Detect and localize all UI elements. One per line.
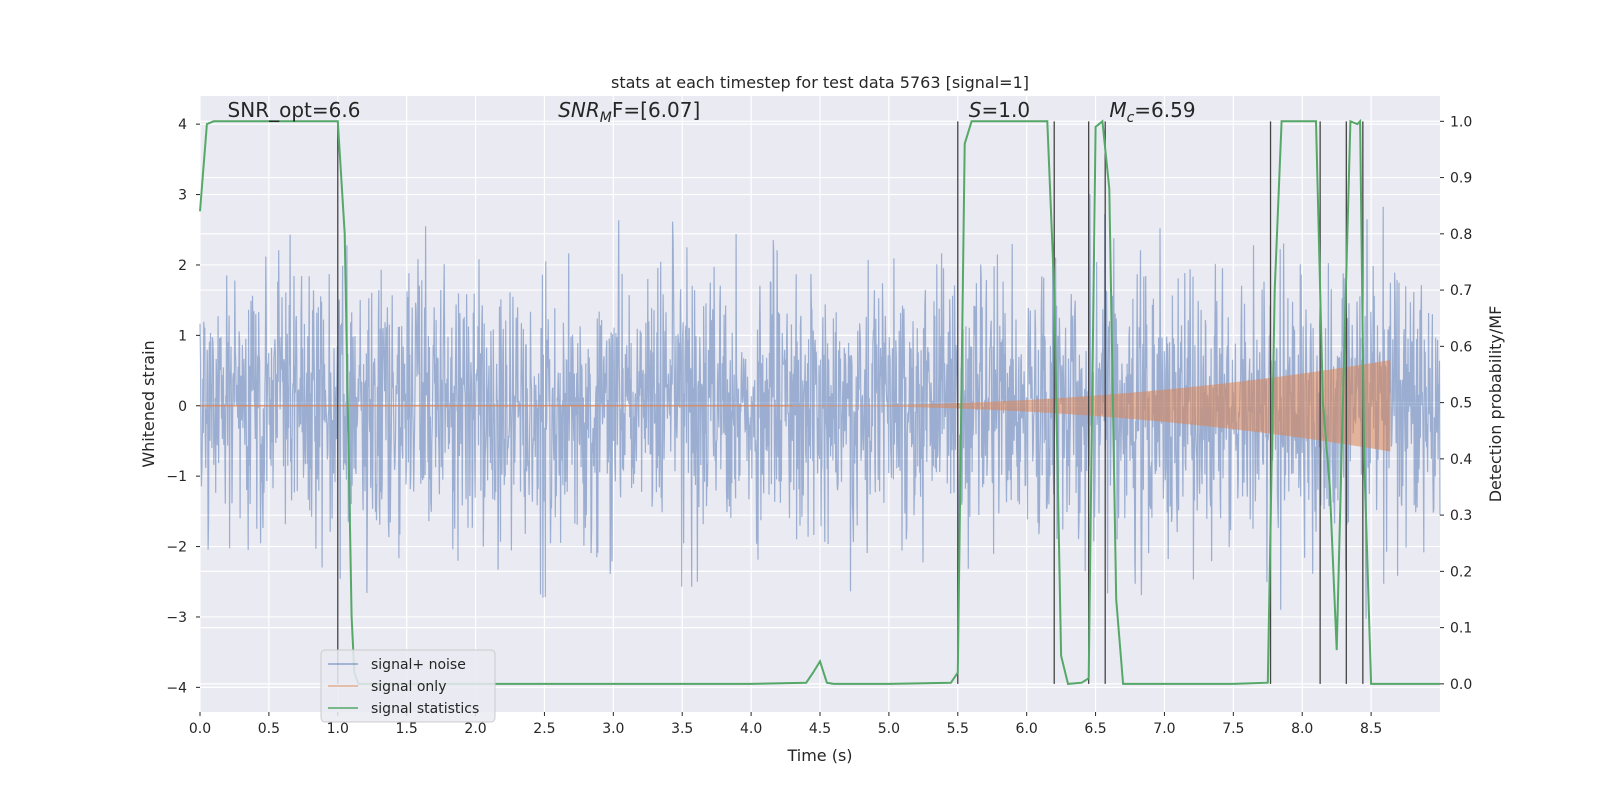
right-y-axis-label: Detection probability/MF	[1486, 306, 1505, 503]
x-tick-label: 4.0	[740, 721, 762, 737]
x-tick-label: 3.0	[602, 721, 624, 737]
left-y-tick-label: −2	[166, 540, 187, 556]
left-y-tick-label: 3	[178, 188, 187, 204]
right-y-tick-label: 0.9	[1450, 171, 1472, 187]
signal-statistics-series	[199, 118, 1440, 685]
left-y-tick-label: 1	[178, 328, 187, 344]
legend-box	[320, 649, 496, 723]
left-y-tick-label: −4	[166, 680, 187, 696]
left-y-tick-label: −1	[166, 469, 187, 485]
x-axis-label: Time (s)	[786, 746, 852, 765]
x-tick-label: 6.0	[1016, 721, 1038, 737]
annotation-text: SNRMF=[6.07]	[558, 98, 700, 126]
right-y-tick-label: 0.6	[1450, 339, 1472, 355]
left-y-tick-label: 0	[178, 399, 187, 415]
annotation-text: Mc=6.59	[1109, 98, 1195, 126]
x-tick-label: 5.5	[947, 721, 969, 737]
left-y-axis-ticks: −4 −3 −2 −1 0 1 2 3 4	[166, 117, 200, 696]
x-tick-label: 1.0	[327, 721, 349, 737]
x-tick-label: 2.0	[464, 721, 486, 737]
signal-statistics-line	[199, 118, 1440, 685]
vertical-marker-lines	[337, 121, 1364, 684]
left-y-tick-label: 4	[178, 117, 187, 133]
annotation-text: SNR_opt=6.6	[228, 98, 361, 122]
right-y-tick-label: 0.8	[1450, 227, 1472, 243]
right-y-tick-label: 0.0	[1450, 677, 1472, 693]
right-y-tick-label: 0.3	[1450, 508, 1472, 524]
right-y-tick-label: 0.1	[1450, 621, 1472, 637]
x-tick-label: 4.5	[809, 721, 831, 737]
x-tick-label: 5.0	[878, 721, 900, 737]
left-y-tick-label: 2	[178, 258, 187, 274]
right-y-axis-ticks: 0.0 0.1 0.2 0.3 0.4 0.5 0.6 0.7 0.8 0.9 1.0	[1440, 114, 1472, 693]
chart-title: stats at each timestep for test data 576…	[611, 73, 1029, 92]
right-y-tick-label: 0.2	[1450, 564, 1472, 580]
x-tick-label: 1.5	[396, 721, 418, 737]
legend-label-signal: signal only	[371, 679, 446, 695]
x-tick-label: 0.5	[258, 721, 280, 737]
x-tick-label: 0.0	[189, 721, 211, 737]
right-y-tick-label: 1.0	[1450, 114, 1472, 130]
x-tick-label: 8.5	[1360, 721, 1382, 737]
legend: signal+ noise signal only signal statist…	[320, 649, 496, 723]
x-tick-label: 8.0	[1291, 721, 1313, 737]
x-tick-label: 7.5	[1222, 721, 1244, 737]
x-axis-ticks: 0.0 0.5 1.0 1.5 2.0 2.5 3.0 3.5 4.0 4.5 5.0 5.5 6.0 6…	[189, 712, 1382, 737]
right-y-tick-label: 0.7	[1450, 283, 1472, 299]
left-y-tick-label: −3	[166, 610, 187, 626]
x-tick-label: 3.5	[671, 721, 693, 737]
right-y-tick-label: 0.4	[1450, 452, 1472, 468]
left-y-axis-label: Whitened strain	[139, 340, 158, 467]
right-y-tick-label: 0.5	[1450, 396, 1472, 412]
annotation-text: S=1.0	[969, 98, 1030, 122]
legend-label-noise: signal+ noise	[371, 657, 466, 673]
x-tick-label: 7.0	[1153, 721, 1175, 737]
x-tick-label: 2.5	[533, 721, 555, 737]
x-tick-label: 6.5	[1084, 721, 1106, 737]
legend-label-stats: signal statistics	[371, 701, 479, 717]
annotations: SNR_opt=6.6 SNRMF=[6.07] S=1.0 Mc=6.59	[228, 98, 1196, 126]
